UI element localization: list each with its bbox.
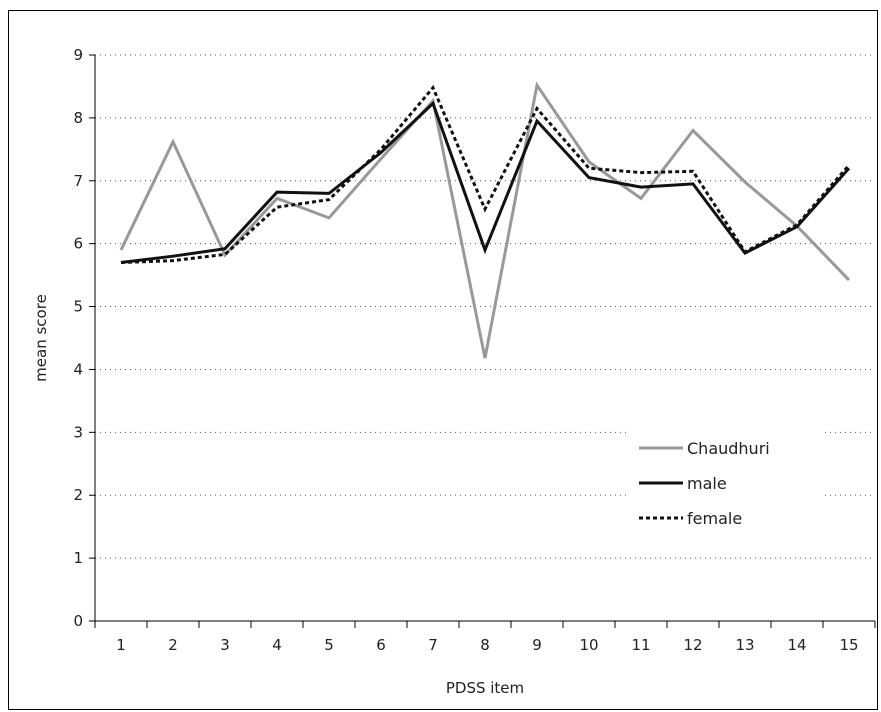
y-tick-label: 8: [73, 109, 83, 127]
x-tick-label: 15: [839, 636, 858, 654]
x-tick-label: 1: [116, 636, 126, 654]
legend-label-male: male: [687, 474, 727, 493]
x-tick-label: 6: [376, 636, 386, 654]
x-axis-title: PDSS item: [446, 679, 524, 697]
x-tick-label: 9: [532, 636, 542, 654]
y-axis-title: mean score: [32, 294, 50, 382]
y-tick-label: 2: [73, 486, 83, 504]
y-tick-label: 0: [73, 612, 83, 630]
series-lines: [119, 81, 851, 359]
x-tick-label: 5: [324, 636, 334, 654]
y-tick-label: 5: [73, 298, 83, 316]
x-tick-label: 13: [735, 636, 754, 654]
x-tick-label: 8: [480, 636, 490, 654]
x-tick-label: 14: [787, 636, 806, 654]
x-tick-label: 3: [220, 636, 230, 654]
series-line-male: [120, 100, 851, 264]
x-tick-label: 7: [428, 636, 438, 654]
series-line-chaudhuri: [119, 81, 851, 359]
y-tick-label: 1: [73, 549, 83, 567]
y-tick-label: 7: [73, 172, 83, 190]
chart-frame: 0 1 2 3 4 5 6 7 8 9 1 2 3 4 5 6 7 8 9 10 11 12 13 14 15 mean sco…: [8, 10, 878, 710]
x-tick-label: 10: [579, 636, 598, 654]
y-tick-label: 9: [73, 46, 83, 64]
grid-lines: [95, 54, 875, 559]
y-tick-label: 3: [73, 423, 83, 441]
legend-label-chaudhuri: Chaudhuri: [687, 439, 770, 458]
legend-label-female: female: [687, 509, 742, 528]
x-tick-label: 4: [272, 636, 282, 654]
series-line-female: [120, 84, 851, 264]
x-tick-label: 12: [683, 636, 702, 654]
y-tick-label: 6: [73, 235, 83, 253]
legend: Chaudhuri male female: [629, 427, 825, 538]
x-tick-label: 11: [631, 636, 650, 654]
x-tick-label: 2: [168, 636, 178, 654]
y-tick-label: 4: [73, 360, 83, 378]
